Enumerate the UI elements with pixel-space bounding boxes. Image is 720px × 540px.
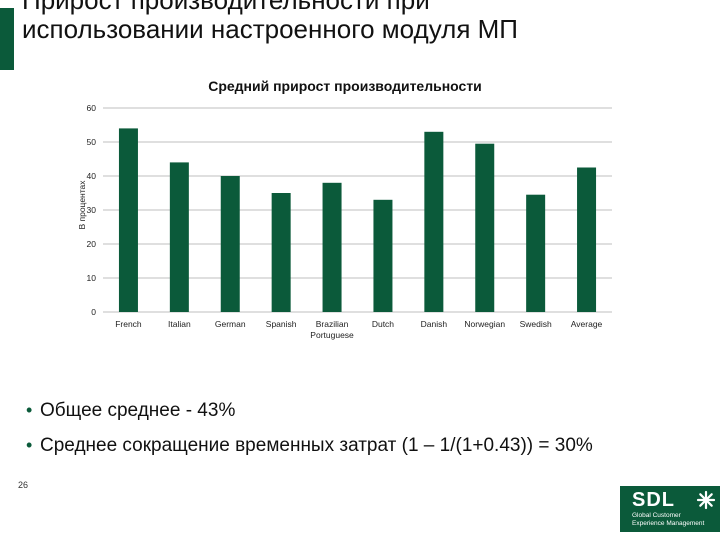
bar bbox=[118, 128, 138, 312]
x-tick-label: Swedish bbox=[520, 319, 552, 329]
y-axis-label: В процентах bbox=[77, 180, 87, 230]
y-axis-ticks: 0 10 20 30 40 50 60 bbox=[87, 103, 97, 317]
y-tick-label: 40 bbox=[87, 171, 97, 181]
x-tick-label: Spanish bbox=[266, 319, 297, 329]
bar bbox=[169, 162, 189, 312]
sdl-logo: SDL Global Customer Experience Managemen… bbox=[620, 486, 720, 532]
x-tick-label: Dutch bbox=[372, 319, 394, 329]
bullet-dot-icon: • bbox=[26, 435, 33, 455]
y-tick-label: 30 bbox=[87, 205, 97, 215]
x-tick-label: German bbox=[215, 319, 246, 329]
logo-tagline: Global Customer Experience Management bbox=[632, 512, 705, 527]
x-tick-label: Italian bbox=[168, 319, 191, 329]
bullet-time-saving: • Среднее сокращение временных затрат (1 … bbox=[26, 435, 593, 456]
bar bbox=[424, 131, 444, 312]
y-tick-label: 0 bbox=[91, 307, 96, 317]
x-tick-label: Norwegian bbox=[464, 319, 505, 329]
bar bbox=[475, 143, 495, 312]
x-tick-label: Brazilian Portuguese bbox=[310, 319, 354, 340]
logo-star-icon bbox=[696, 490, 716, 510]
logo-wordmark: SDL bbox=[632, 489, 675, 511]
x-axis-ticks: French Italian German Spanish Brazilian Portu… bbox=[115, 319, 602, 340]
y-tick-label: 10 bbox=[87, 273, 97, 283]
bullet-overall-average: • Общее среднее - 43% bbox=[26, 400, 236, 421]
y-tick-label: 20 bbox=[87, 239, 97, 249]
x-tick-label: French bbox=[115, 319, 142, 329]
chart-bars bbox=[118, 128, 597, 312]
bullet-list: • Общее среднее - 43% • Среднее сокращение… bbox=[24, 398, 704, 468]
bar bbox=[526, 194, 546, 312]
y-tick-label: 50 bbox=[87, 137, 97, 147]
x-tick-label: Danish bbox=[421, 319, 448, 329]
slide-title: Прирост производительности при использов… bbox=[22, 0, 518, 44]
bar bbox=[322, 182, 342, 312]
chart-title: Средний прирост производительности bbox=[208, 78, 482, 94]
x-tick-label: Average bbox=[571, 319, 603, 329]
page-number: 26 bbox=[18, 480, 29, 490]
bullet-dot-icon: • bbox=[26, 400, 33, 420]
bar bbox=[271, 193, 291, 312]
bar bbox=[220, 176, 240, 312]
bar bbox=[577, 167, 597, 312]
bar bbox=[373, 199, 393, 312]
title-accent-bar bbox=[0, 8, 14, 70]
y-tick-label: 60 bbox=[87, 103, 97, 113]
